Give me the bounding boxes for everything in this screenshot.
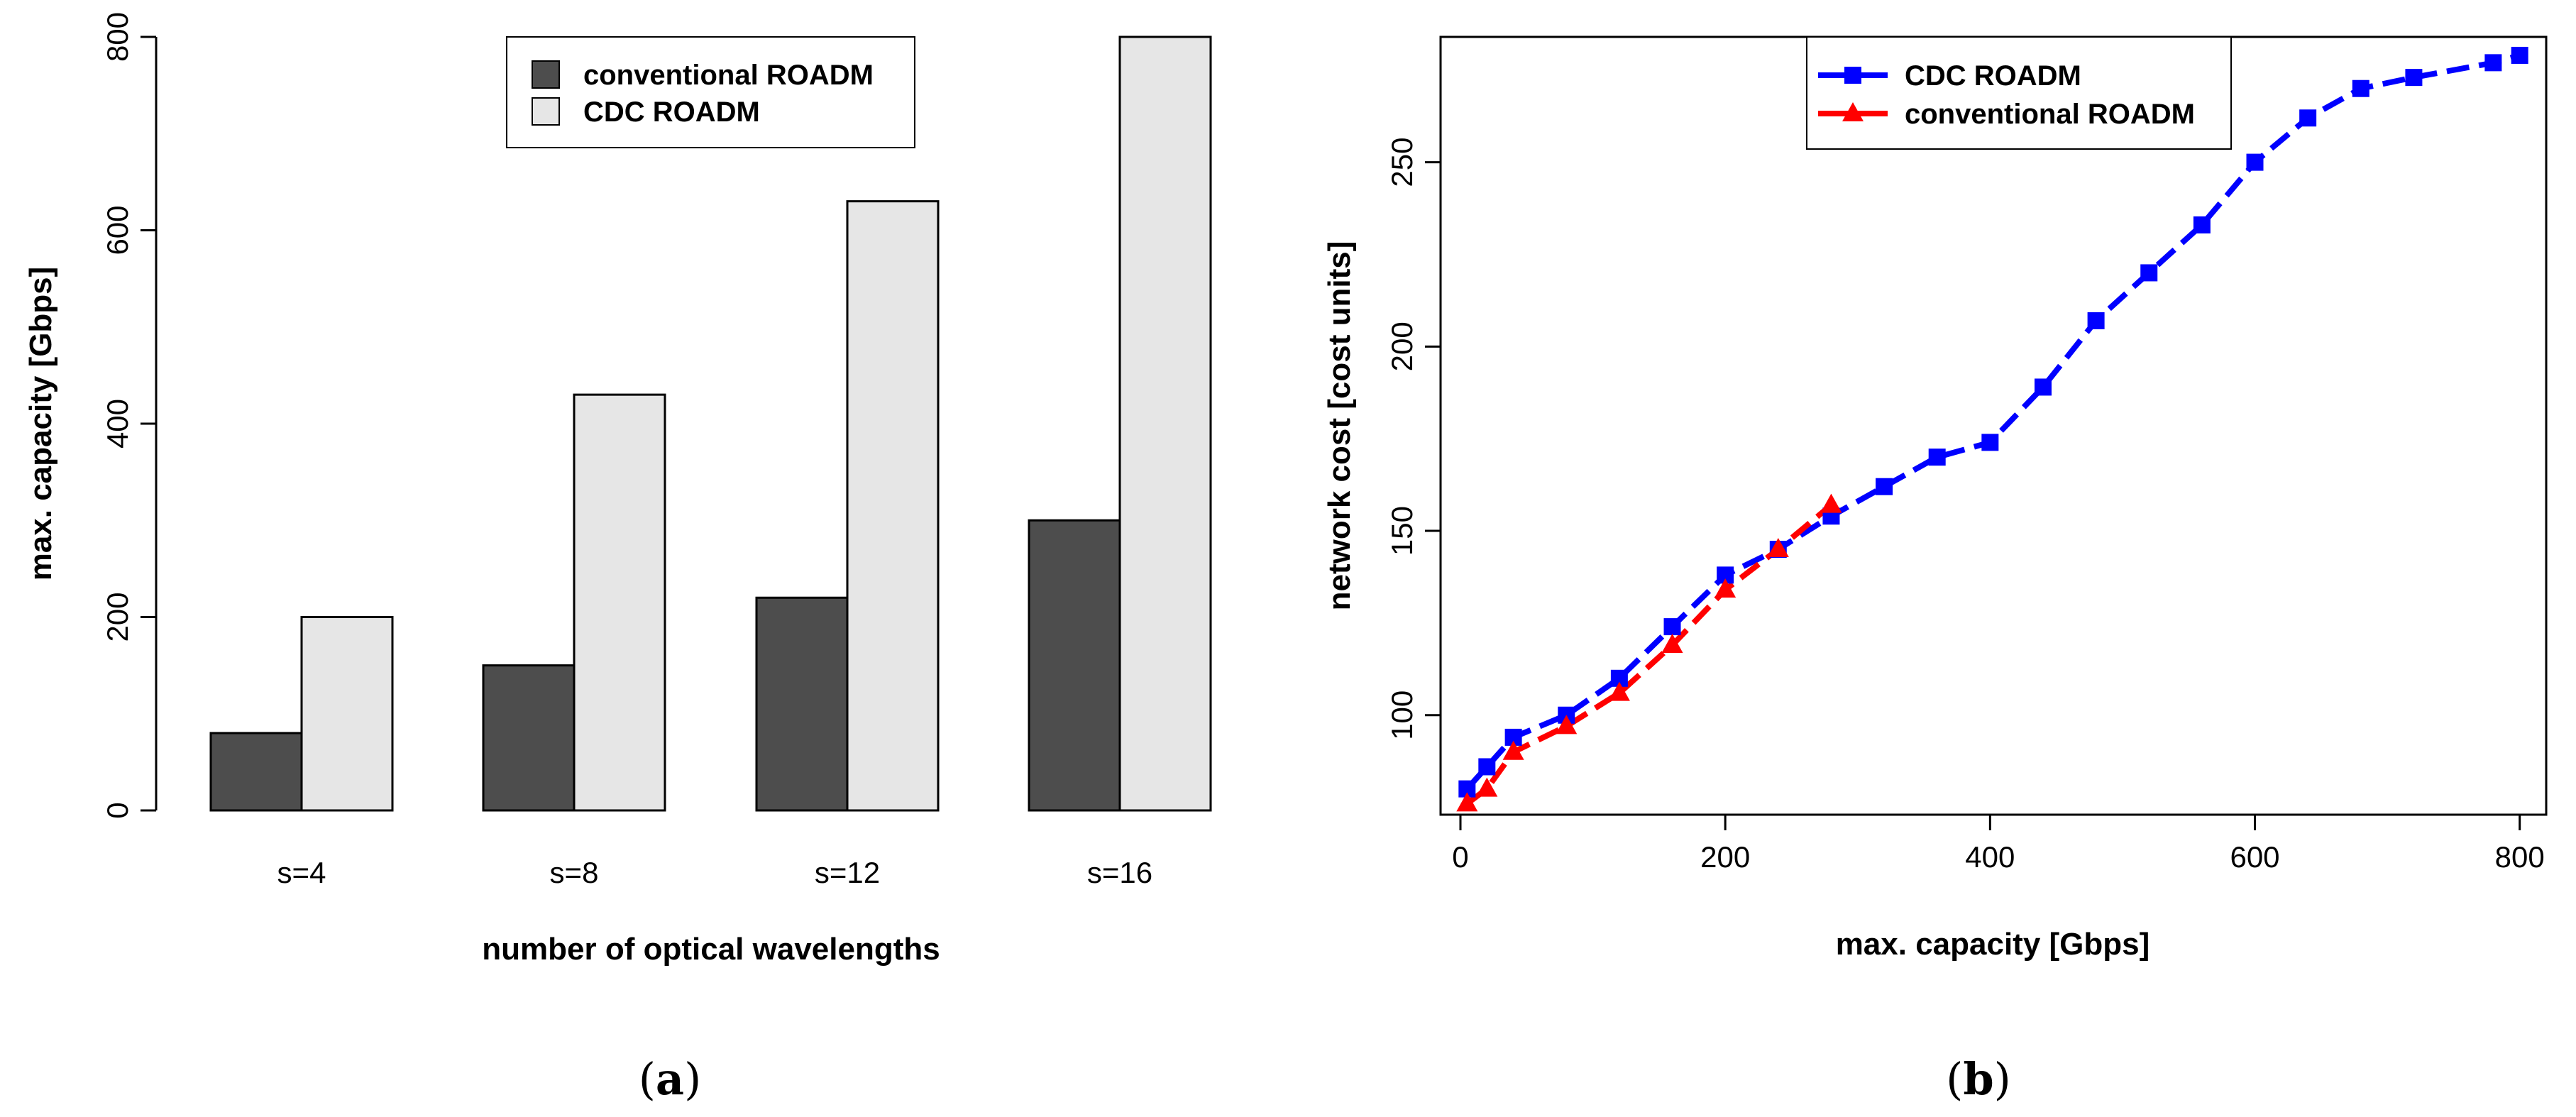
x-tick-label-0: 0: [1452, 840, 1468, 874]
x-tick-label-s-16: s=16: [1087, 856, 1152, 889]
y-axis-title: max. capacity [Gbps]: [23, 267, 58, 581]
panel-b-letter: b: [1963, 1053, 1993, 1105]
x-tick-label-s-12: s=12: [815, 856, 880, 889]
series-line-conventional-roadm: [1465, 502, 1833, 806]
bars: [209, 35, 1212, 812]
point-cdc-roadm-10: [1928, 449, 1946, 466]
point-conventional-roadm-7: [1767, 538, 1789, 558]
series-line-cdc-roadm: [1465, 53, 2521, 791]
bar-conventional-roadm-s-12: [755, 596, 849, 812]
point-cdc-roadm-12: [2034, 378, 2052, 396]
point-cdc-roadm-1: [1478, 758, 1496, 776]
legend-label-cdc-roadm: CDC ROADM: [1905, 60, 2081, 92]
point-conventional-roadm-6: [1714, 578, 1736, 598]
y-tick-label-0: 0: [101, 802, 134, 818]
panel-b-line-chart: 0 200 400 600 800 100 150 200 250 max. capacity…: [1322, 35, 2548, 1105]
point-cdc-roadm-21: [2511, 46, 2528, 64]
panel-b-caption: (b): [1946, 1053, 2011, 1105]
panel-a-letter: a: [656, 1053, 684, 1105]
y-tick-label-600: 600: [101, 205, 134, 255]
point-cdc-roadm-17: [2299, 109, 2317, 127]
bar-conventional-roadm-s-16: [1028, 519, 1121, 812]
x-axis-ticks: 0 200 400 600 800: [1452, 815, 2545, 874]
point-cdc-roadm-9: [1876, 478, 1893, 495]
y-tick-label-800: 800: [101, 12, 134, 62]
y-tick-label-150: 150: [1385, 506, 1419, 556]
point-conventional-roadm-2: [1502, 740, 1524, 760]
point-cdc-roadm-14: [2140, 264, 2158, 282]
point-cdc-roadm-11: [1981, 434, 1999, 451]
legend-label-cdc-roadm: CDC ROADM: [583, 97, 760, 128]
bar-cdc-roadm-s-4: [300, 616, 394, 812]
y-tick-label-250: 250: [1385, 138, 1419, 187]
bar-conventional-roadm-s-8: [482, 664, 576, 812]
point-conventional-roadm-0: [1456, 792, 1478, 812]
y-tick-label-200: 200: [1385, 321, 1419, 371]
legend: conventional ROADM CDC ROADM: [506, 36, 915, 148]
x-axis-tick-labels: s=4 s=8 s=12 s=16: [277, 856, 1153, 889]
bar-cdc-roadm-s-12: [846, 200, 940, 812]
series-lines: [1456, 46, 2528, 812]
legend-marker-conventional-roadm: [1842, 102, 1864, 121]
point-conventional-roadm-5: [1661, 634, 1683, 654]
x-axis-title: number of optical wavelengths: [482, 932, 940, 967]
y-tick-label-100: 100: [1385, 690, 1419, 740]
panel-a-bar-chart: 0 200 400 600 800 s=4 s=8 s=12 s=16 number of o…: [23, 12, 1212, 1105]
legend-label-conventional-roadm: conventional ROADM: [1905, 99, 2195, 130]
y-tick-label-400: 400: [101, 399, 134, 449]
point-conventional-roadm-4: [1608, 681, 1630, 701]
y-axis-ticks: 100 150 200 250: [1385, 138, 1441, 740]
panel-a-caption: (a): [639, 1053, 702, 1105]
y-axis-title: network cost [cost units]: [1322, 241, 1357, 611]
point-cdc-roadm-13: [2087, 312, 2105, 329]
legend-box: [1806, 36, 2232, 150]
x-tick-label-800: 800: [2495, 840, 2545, 874]
point-cdc-roadm-15: [2193, 216, 2211, 233]
point-cdc-roadm-5: [1663, 618, 1681, 636]
point-conventional-roadm-1: [1476, 777, 1498, 797]
point-cdc-roadm-20: [2484, 54, 2502, 72]
legend-marker-cdc-roadm: [1844, 67, 1861, 84]
legend: CDC ROADM conventional ROADM: [1806, 36, 2232, 150]
point-cdc-roadm-16: [2246, 153, 2264, 171]
legend-swatch-conventional-roadm: [532, 60, 560, 89]
x-axis-title: max. capacity [Gbps]: [1836, 927, 2150, 962]
point-conventional-roadm-3: [1556, 715, 1578, 734]
bar-conventional-roadm-s-4: [209, 732, 303, 812]
y-tick-label-200: 200: [101, 592, 134, 642]
legend-swatch-cdc-roadm: [532, 97, 560, 126]
legend-box: [506, 36, 915, 148]
x-tick-label-s-4: s=4: [277, 856, 326, 889]
point-conventional-roadm-8: [1820, 493, 1842, 513]
legend-label-conventional-roadm: conventional ROADM: [583, 60, 874, 91]
bar-cdc-roadm-s-16: [1118, 35, 1212, 812]
bar-cdc-roadm-s-8: [573, 393, 666, 812]
x-tick-label-400: 400: [1965, 840, 2015, 874]
point-cdc-roadm-18: [2352, 79, 2369, 97]
x-tick-label-600: 600: [2230, 840, 2279, 874]
point-cdc-roadm-19: [2405, 69, 2423, 87]
x-tick-label-s-8: s=8: [550, 856, 599, 889]
y-axis-ticks: 0 200 400 600 800: [101, 12, 156, 819]
x-tick-label-200: 200: [1700, 840, 1750, 874]
